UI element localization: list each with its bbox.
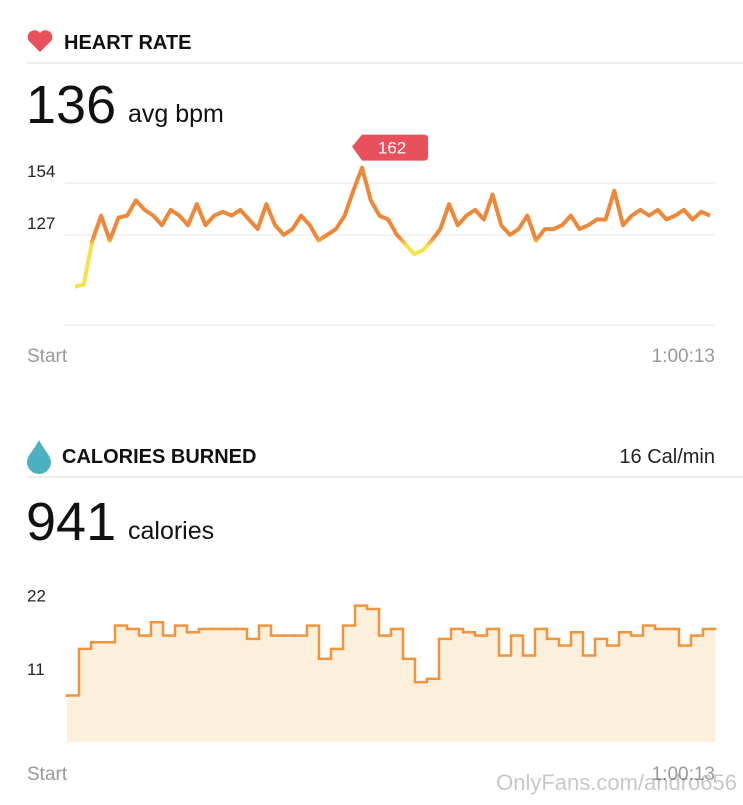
section-title: HEART RATE [64, 32, 191, 54]
x-start-label: Start [27, 764, 68, 785]
area-step [703, 628, 716, 742]
x-end-label: 1:00:13 [652, 346, 715, 367]
area-step [259, 625, 272, 742]
avg-value: 136 [26, 75, 116, 135]
area-step [235, 628, 248, 742]
area-step [475, 635, 488, 742]
area-step [247, 638, 260, 742]
area-step [67, 695, 80, 742]
area-step [679, 645, 692, 742]
y-tick-label: 11 [27, 660, 45, 679]
area-step [211, 628, 224, 742]
area-step [583, 655, 596, 742]
area-step [499, 655, 512, 742]
area-step [415, 682, 428, 742]
area-step [355, 605, 368, 742]
area-step [307, 625, 320, 742]
area-step [343, 625, 356, 742]
area-step [631, 635, 644, 742]
area-step [655, 628, 668, 742]
section-title: CALORIES BURNED [62, 446, 256, 468]
hr-line [74, 165, 711, 289]
area-step [187, 632, 200, 742]
area-step [511, 635, 524, 742]
y-tick-label: 154 [27, 162, 55, 181]
area-step [271, 635, 284, 742]
area-step [331, 648, 344, 742]
area-step [391, 628, 404, 742]
area-step [535, 628, 548, 742]
area-step [379, 635, 392, 742]
drop-icon [27, 440, 51, 474]
area-step [139, 635, 152, 742]
area-step [403, 658, 416, 742]
area-step [619, 632, 632, 742]
area-step [559, 645, 572, 742]
area-step [523, 655, 536, 742]
area-step [451, 628, 464, 742]
area-step [667, 628, 680, 742]
area-step [283, 635, 296, 742]
area-step [367, 608, 380, 742]
y-tick-label: 127 [27, 214, 55, 233]
area-step [163, 635, 176, 742]
area-step [175, 625, 188, 742]
area-step [127, 628, 140, 742]
area-step [547, 638, 560, 742]
area-step [115, 625, 128, 742]
area-step [79, 648, 92, 742]
x-start-label: Start [27, 346, 68, 367]
area-step [91, 642, 104, 742]
total-unit: calories [128, 517, 214, 545]
area-step [595, 638, 608, 742]
area-step [643, 625, 656, 742]
area-step [571, 632, 584, 742]
area-step [439, 638, 452, 742]
area-step [427, 678, 440, 742]
peak-badge [352, 134, 429, 161]
area-step [295, 635, 308, 742]
area-step [487, 628, 500, 742]
total-value: 941 [26, 492, 116, 552]
heart-icon [27, 30, 53, 52]
area-step [199, 628, 212, 742]
area-step [691, 635, 704, 742]
y-tick-label: 22 [27, 587, 46, 606]
area-step [607, 645, 620, 742]
peak-label: 162 [378, 139, 406, 158]
area-step [151, 622, 164, 742]
area-step [319, 658, 332, 742]
avg-unit: avg bpm [128, 100, 224, 128]
area-step [103, 642, 116, 742]
x-end-label: 1:00:13 [652, 764, 715, 785]
rate: 16 Cal/min [619, 446, 715, 468]
area-step [223, 628, 236, 742]
area-step [463, 632, 476, 742]
watermark: OnlyFans.com/andro656 [496, 770, 737, 795]
